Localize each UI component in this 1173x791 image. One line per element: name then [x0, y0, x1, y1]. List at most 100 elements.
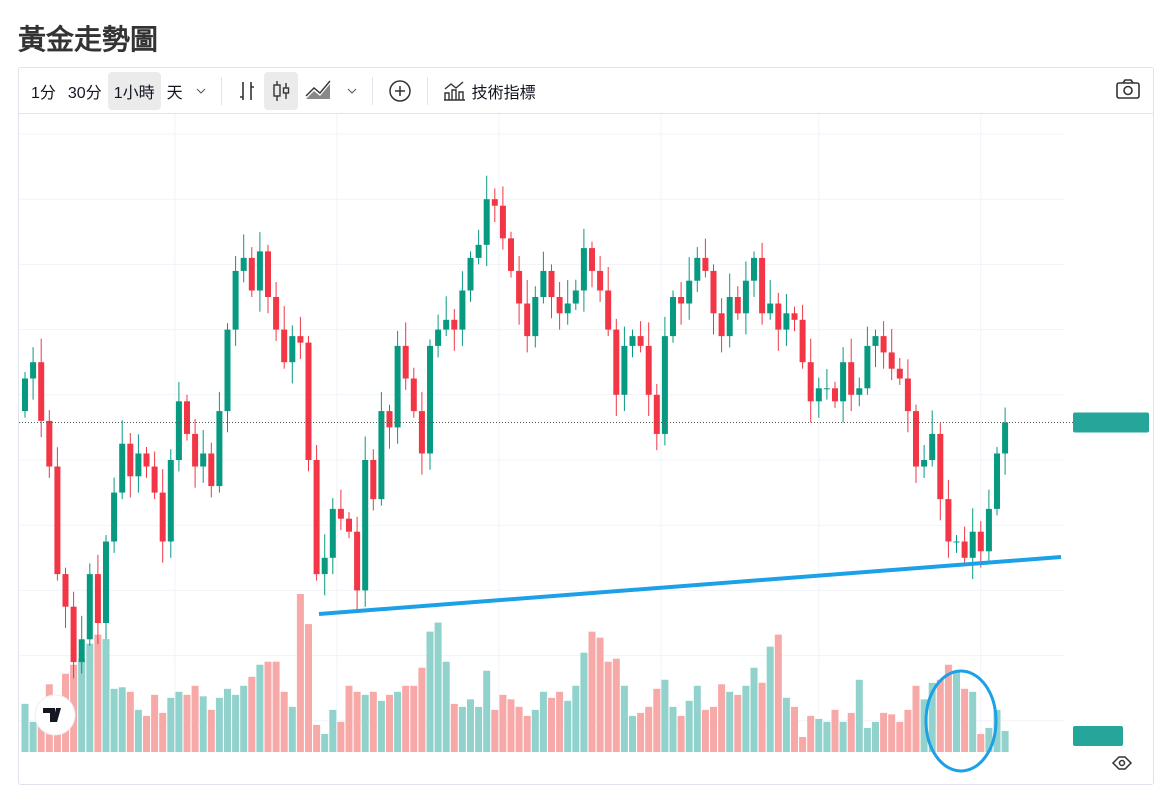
volume-bar	[361, 694, 369, 752]
bar-chart-icon[interactable]	[230, 72, 264, 110]
candle-body	[94, 574, 101, 623]
candle-body	[856, 388, 863, 395]
page-title: 黃金走勢圖	[18, 24, 159, 55]
chevron-down-icon[interactable]	[340, 72, 364, 110]
candle-body	[200, 453, 207, 467]
volume-bar	[280, 691, 288, 752]
candle-body	[556, 297, 563, 314]
volume-bar	[799, 736, 807, 752]
indicators-button[interactable]: 技術指標	[436, 72, 542, 110]
volume-bar	[742, 685, 750, 752]
volume-bar	[329, 709, 337, 752]
candle-body	[678, 297, 685, 304]
candle-body	[904, 378, 911, 412]
volume-bar	[199, 696, 207, 752]
volume-bar	[944, 664, 952, 752]
volume-bar	[426, 631, 434, 752]
volume-bar	[782, 697, 790, 752]
volume-bar	[232, 694, 240, 752]
volume-bar	[523, 715, 531, 752]
volume-bar	[507, 699, 515, 752]
candle-body	[783, 313, 790, 330]
candle-body	[775, 303, 782, 330]
candle-body	[540, 270, 547, 297]
volume-bar	[880, 712, 888, 752]
candle-body	[670, 297, 676, 337]
support-trendline	[318, 555, 1062, 616]
volume-bar	[515, 706, 523, 752]
volume-bar	[928, 682, 936, 752]
candle-body	[896, 368, 903, 379]
volume-bar	[118, 687, 126, 752]
current-price-tag	[1073, 412, 1149, 433]
volume-bar	[296, 594, 304, 752]
indicators-icon	[443, 80, 465, 101]
compare-add-icon[interactable]	[381, 72, 419, 110]
volume-bar	[588, 631, 596, 752]
candle-body	[491, 199, 498, 206]
candle-body	[637, 336, 644, 346]
volume-bar	[491, 709, 499, 752]
volume-bar	[240, 685, 248, 752]
volume-bar	[774, 634, 782, 752]
camera-icon[interactable]	[1115, 78, 1141, 105]
volume-bar	[953, 670, 960, 752]
volume-bar	[936, 679, 944, 752]
price-chart[interactable]	[19, 68, 1155, 786]
candle-body	[969, 531, 976, 558]
candle-body	[159, 492, 166, 542]
volume-bar	[855, 679, 863, 752]
candle-body	[807, 362, 814, 402]
chart-toolbar: 1分 30分 1小時 天 技術指標	[19, 68, 1153, 114]
candle-body	[427, 345, 433, 454]
candle-body	[329, 508, 336, 558]
candle-body	[589, 248, 595, 271]
candle-body	[70, 606, 77, 663]
volume-bar	[734, 694, 742, 752]
candle-body	[289, 336, 296, 363]
area-chart-icon[interactable]	[298, 72, 340, 110]
candle-body	[119, 443, 126, 493]
candle-body	[62, 574, 69, 607]
volume-bar	[920, 699, 928, 752]
candlestick-icon[interactable]	[263, 71, 298, 110]
candle-body	[354, 531, 361, 591]
volume-bar	[580, 652, 588, 752]
volume-bar	[604, 661, 612, 752]
volume-bar	[86, 643, 94, 752]
candle-body	[297, 336, 304, 343]
volume-bar	[539, 691, 547, 752]
volume-bar	[167, 697, 175, 752]
candle-body	[840, 362, 847, 402]
chevron-down-icon[interactable]	[189, 72, 213, 110]
volume-bar	[677, 715, 685, 752]
volume-bar	[126, 691, 134, 752]
interval-30m[interactable]: 30分	[67, 84, 102, 102]
candle-body	[321, 557, 328, 575]
interval-1m[interactable]: 1分	[31, 84, 56, 102]
candle-body	[232, 270, 239, 330]
candle-body	[443, 319, 450, 330]
volume-bar	[888, 714, 896, 752]
interval-1h[interactable]: 1小時	[107, 71, 161, 110]
candle-body	[46, 420, 53, 467]
candle-body	[418, 411, 425, 454]
candle-body	[451, 319, 458, 330]
volume-bar	[556, 691, 564, 752]
volume-bar	[442, 661, 450, 752]
volume-bar	[831, 709, 839, 752]
candle-body	[410, 378, 417, 412]
candle-body	[532, 297, 539, 337]
candle-body	[524, 303, 531, 337]
candle-body	[832, 388, 838, 402]
volume-bar	[410, 685, 418, 752]
volume-bar	[701, 709, 709, 752]
volume-bar	[815, 718, 823, 752]
candle-body	[564, 303, 571, 314]
volume-bar	[693, 685, 701, 752]
candle-body	[718, 313, 725, 337]
volume-bar	[1001, 730, 1009, 752]
volume-bar	[766, 646, 774, 752]
volume-bar	[596, 637, 604, 752]
interval-day[interactable]: 天	[166, 84, 183, 102]
